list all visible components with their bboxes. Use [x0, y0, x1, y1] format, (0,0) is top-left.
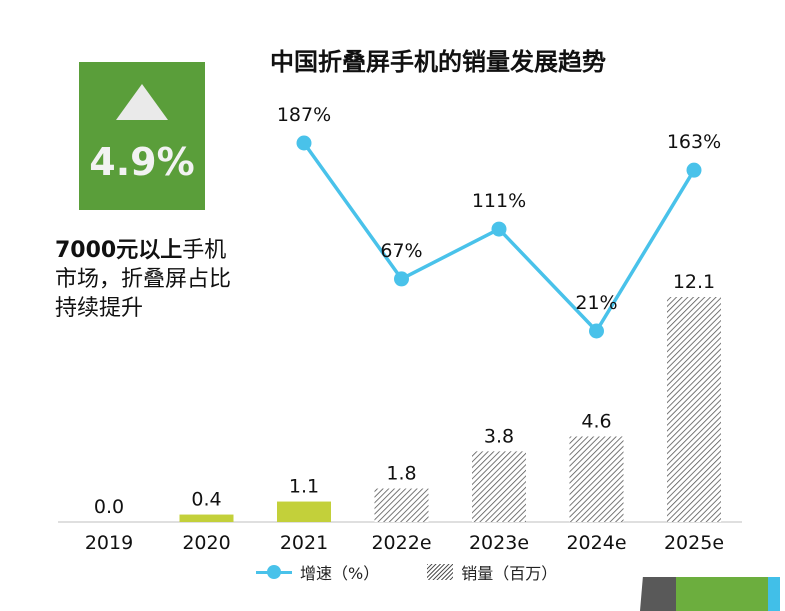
annotation-line2: 市场，折叠屏占比	[55, 267, 232, 292]
bar-2022e	[374, 488, 429, 522]
bar-value-label: 12.1	[673, 271, 715, 293]
annotation-text: 7000元以上手机 市场，折叠屏占比 持续提升	[55, 236, 231, 323]
growth-value-label: 187%	[277, 104, 331, 126]
bar-value-label: 0.4	[191, 489, 221, 511]
bar-value-label: 0.0	[94, 496, 124, 518]
legend-line-label: 增速（%）	[300, 564, 380, 583]
x-tick-label: 2024e	[566, 532, 626, 554]
x-tick-label: 2020	[182, 532, 230, 554]
corner-decoration	[640, 577, 780, 611]
x-tick-label: 2023e	[469, 532, 529, 554]
growth-value-label: 163%	[667, 131, 721, 153]
legend-bar-swatch	[427, 564, 454, 580]
x-tick-label: 2021	[280, 532, 328, 554]
bar-2023e	[472, 451, 526, 522]
growth-point	[394, 271, 409, 287]
bar-2024e	[569, 436, 624, 522]
bar-2020	[179, 514, 234, 522]
growth-line	[302, 141, 696, 333]
bar-2021	[277, 501, 331, 522]
chart-title: 中国折叠屏手机的销量发展趋势	[270, 48, 606, 76]
growth-point	[296, 135, 312, 151]
bar-value-label: 1.8	[386, 463, 416, 485]
growth-point	[491, 221, 507, 237]
legend-line-swatch	[256, 565, 292, 579]
growth-value-label: 111%	[472, 190, 526, 212]
x-tick-label: 2019	[85, 532, 133, 554]
legend: 增速（%） 销量（百万）	[256, 560, 557, 584]
growth-value-label: 67%	[380, 240, 422, 262]
x-tick-label: 2025e	[664, 532, 724, 554]
badge-value: 4.9%	[89, 140, 195, 184]
legend-bar-label: 销量（百万）	[461, 564, 558, 583]
annotation-bold: 7000元以上	[55, 238, 183, 263]
growth-value-label: 21%	[575, 292, 617, 314]
x-tick-label: 2022e	[371, 532, 431, 554]
bar-value-label: 1.1	[289, 476, 319, 498]
growth-point	[686, 162, 702, 178]
bar-value-label: 3.8	[484, 425, 514, 447]
annotation-line3: 持续提升	[55, 296, 144, 321]
bar-2025e	[667, 297, 721, 522]
triangle-up-icon	[116, 84, 168, 120]
growth-badge: 4.9%	[79, 62, 205, 210]
growth-point	[589, 323, 604, 339]
bar-value-label: 4.6	[581, 410, 611, 432]
annotation-line1: 手机	[182, 238, 227, 263]
